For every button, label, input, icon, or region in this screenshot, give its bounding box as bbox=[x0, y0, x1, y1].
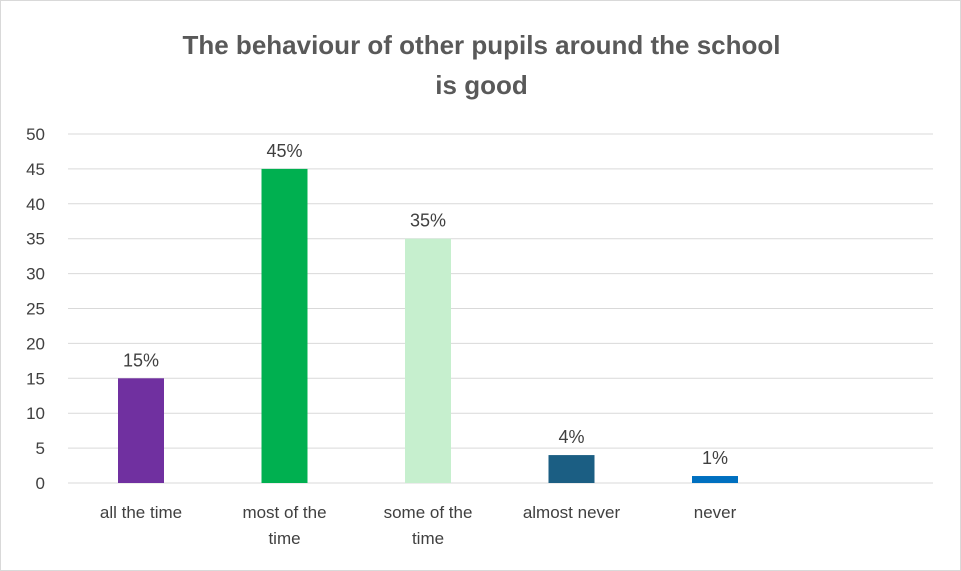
data-label: 4% bbox=[558, 427, 584, 447]
y-tick-label: 45 bbox=[26, 160, 45, 179]
chart-title: The behaviour of other pupils around the… bbox=[182, 30, 781, 100]
bar bbox=[405, 238, 451, 483]
data-label: 1% bbox=[702, 448, 728, 468]
data-label: 15% bbox=[123, 350, 159, 370]
data-label: 35% bbox=[410, 211, 446, 231]
bar bbox=[548, 455, 595, 483]
y-tick-label: 15 bbox=[26, 369, 45, 388]
bar bbox=[261, 168, 308, 483]
y-tick-label: 5 bbox=[36, 439, 45, 458]
y-tick-label: 0 bbox=[36, 474, 45, 493]
y-tick-label: 10 bbox=[26, 404, 45, 423]
x-tick-label: never bbox=[694, 503, 737, 522]
bar bbox=[692, 476, 738, 483]
y-tick-label: 35 bbox=[26, 230, 45, 249]
y-tick-label: 25 bbox=[26, 300, 45, 319]
x-tick-label: some of the time bbox=[384, 503, 473, 548]
y-tick-label: 30 bbox=[26, 265, 45, 284]
y-tick-label: 20 bbox=[26, 334, 45, 353]
y-tick-label: 40 bbox=[26, 195, 45, 214]
y-tick-label: 50 bbox=[26, 125, 45, 144]
x-tick-label: all the time bbox=[100, 503, 182, 522]
x-tick-label: most of the time bbox=[242, 503, 326, 548]
bar bbox=[118, 378, 164, 483]
x-tick-label: almost never bbox=[523, 503, 621, 522]
data-label: 45% bbox=[266, 141, 302, 161]
